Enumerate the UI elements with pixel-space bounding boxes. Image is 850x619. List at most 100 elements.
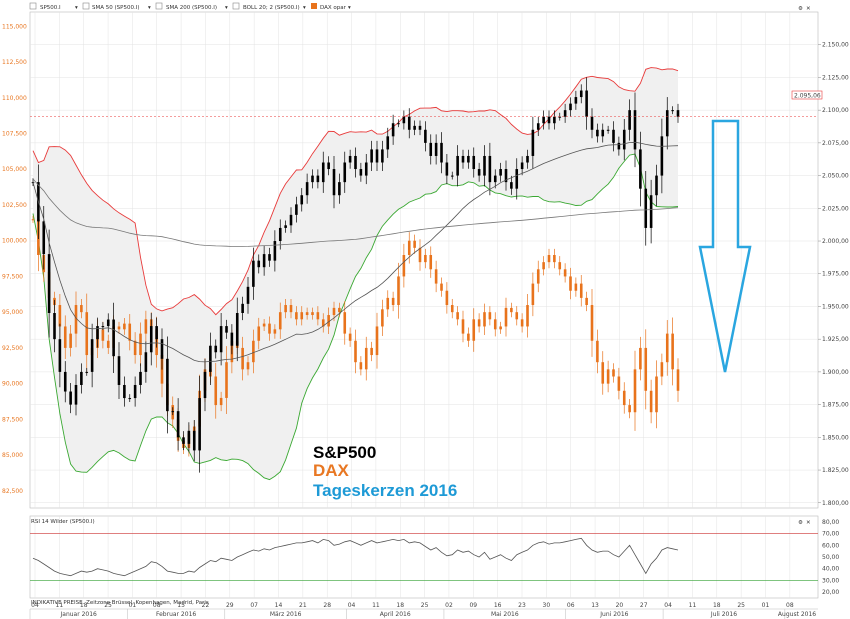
spx-candle-body <box>639 149 642 189</box>
rsi-close-icon[interactable]: ✕ <box>806 520 811 526</box>
spx-candle-body <box>90 339 94 372</box>
dropdown-icon[interactable]: ▾ <box>303 5 306 11</box>
toolbar-item-spx[interactable]: SP500.I <box>40 5 61 11</box>
spx-candle-body <box>434 142 438 156</box>
date-tick-label: 21 <box>299 602 307 609</box>
month-label: Juni 2016 <box>599 611 628 618</box>
dax-candle-body <box>639 347 642 370</box>
rsi-settings-icon[interactable]: ⚙ <box>798 520 803 526</box>
moving-averages <box>32 141 679 363</box>
dax-candle-body <box>504 307 508 327</box>
date-tick-label: 04 <box>31 602 39 609</box>
spx-candle-body <box>166 358 169 412</box>
dropdown-icon[interactable]: ▾ <box>148 5 151 11</box>
dax-candle-body <box>397 276 400 306</box>
series-checkbox-icon[interactable] <box>232 2 240 10</box>
sma200-line <box>32 178 679 247</box>
dax-candle-body <box>617 376 621 391</box>
date-tick-label: 11 <box>689 602 697 609</box>
series-checkbox-icon[interactable] <box>155 2 163 10</box>
rsi-label[interactable]: RSI 14 Wilder (SP500.I) <box>31 519 95 525</box>
close-icon[interactable]: ✕ <box>806 6 811 12</box>
spx-candle-body <box>198 398 201 451</box>
date-tick-label: 04 <box>664 602 672 609</box>
spx-candle-body <box>467 155 470 163</box>
spx-candle-body <box>85 371 89 373</box>
dax-candle-body <box>585 297 588 306</box>
spx-candle-body <box>149 326 153 353</box>
dax-candle-body <box>316 312 320 320</box>
spx-candle-body <box>160 339 164 359</box>
dax-candle-body <box>510 307 513 313</box>
spx-candle-body <box>375 149 379 163</box>
date-tick-label: 01 <box>762 602 770 609</box>
dropdown-icon[interactable]: ▾ <box>75 5 78 11</box>
dax-candle-body <box>558 262 562 270</box>
spx-candle-body <box>343 162 347 183</box>
spx-candle-body <box>488 155 492 183</box>
right-tick-label: 1.875,00 <box>822 402 849 409</box>
spx-candle-body <box>123 384 126 399</box>
toolbar-item-sma50[interactable]: SMA 50 (SP500.I) <box>92 5 139 11</box>
dax-candle-body <box>31 219 35 221</box>
indicator-toolbar: SP500.I ▾ SMA 50 (SP500.I) ▾ SMA 200 (SP… <box>29 2 811 12</box>
spx-candle-body <box>590 116 594 130</box>
bollinger-upper <box>32 67 679 316</box>
date-tick-label: 25 <box>421 602 429 609</box>
dax-candle-body <box>284 305 287 313</box>
series-checkbox-icon[interactable] <box>29 2 37 10</box>
left-tick-label: 87,500 <box>2 416 23 423</box>
toolbar-item-dax[interactable]: DAX opar <box>320 5 347 11</box>
month-label: Januar 2016 <box>60 611 98 618</box>
date-tick-label: 22 <box>202 602 210 609</box>
left-tick-label: 115,000 <box>2 23 27 30</box>
dax-candle-body <box>85 312 89 356</box>
series-checkbox-icon[interactable] <box>82 2 90 10</box>
dax-candle-body <box>493 319 497 330</box>
spx-candle-body <box>241 303 244 314</box>
spx-candle-body <box>547 116 551 124</box>
settings-gear-icon[interactable]: ⚙ <box>798 6 803 12</box>
rsi-tick-label: 70,00 <box>822 531 839 538</box>
dax-candle-body <box>69 333 72 348</box>
date-tick-label: 02 <box>445 602 453 609</box>
spx-candle-body <box>58 339 62 372</box>
spx-candle-body <box>278 227 282 242</box>
month-label: August 2016 <box>778 611 816 618</box>
toolbar-item-boll[interactable]: BOLL 20; 2 (SP500.I) <box>243 5 300 11</box>
dax-candle-body <box>413 240 416 248</box>
spx-candle-body <box>612 129 615 143</box>
dropdown-icon[interactable]: ▾ <box>225 5 228 11</box>
spx-candle-body <box>305 182 309 196</box>
spx-candle-body <box>47 254 51 314</box>
spx-candle-body <box>311 175 314 183</box>
dax-candle-body <box>477 319 481 327</box>
toolbar-item-sma200[interactable]: SMA 200 (SP500.I) <box>166 5 217 11</box>
dax-candle-body <box>117 326 121 330</box>
dax-series-icon[interactable] <box>311 3 317 9</box>
spx-candle-body <box>209 345 212 372</box>
dax-candle-body <box>58 305 62 327</box>
right-tick-label: 2.100,00 <box>822 107 849 114</box>
date-tick-label: 04 <box>348 602 356 609</box>
right-tick-label: 2.000,00 <box>822 238 849 245</box>
spx-candle-body <box>295 204 298 215</box>
dax-candle-body <box>456 312 459 320</box>
spx-candle-body <box>671 110 674 112</box>
spx-candle-body <box>257 260 261 268</box>
left-tick-label: 92,500 <box>2 345 23 352</box>
dax-candle-body <box>241 347 244 370</box>
dax-candle-body <box>407 240 411 255</box>
spx-candle-body <box>520 162 524 170</box>
spx-candle-body <box>585 90 588 117</box>
spx-candle-body <box>235 313 239 346</box>
spx-candle-body <box>370 149 373 163</box>
last-price-tag: 2.095,06 <box>794 93 821 100</box>
dax-candle-body <box>338 307 341 313</box>
caption-spx: S&P500 <box>313 443 376 462</box>
dax-candle-body <box>655 376 658 413</box>
left-tick-label: 102,500 <box>2 202 27 209</box>
spx-candle-body <box>424 129 427 143</box>
dropdown-icon[interactable]: ▾ <box>348 5 351 11</box>
dax-candle-body <box>601 362 605 384</box>
